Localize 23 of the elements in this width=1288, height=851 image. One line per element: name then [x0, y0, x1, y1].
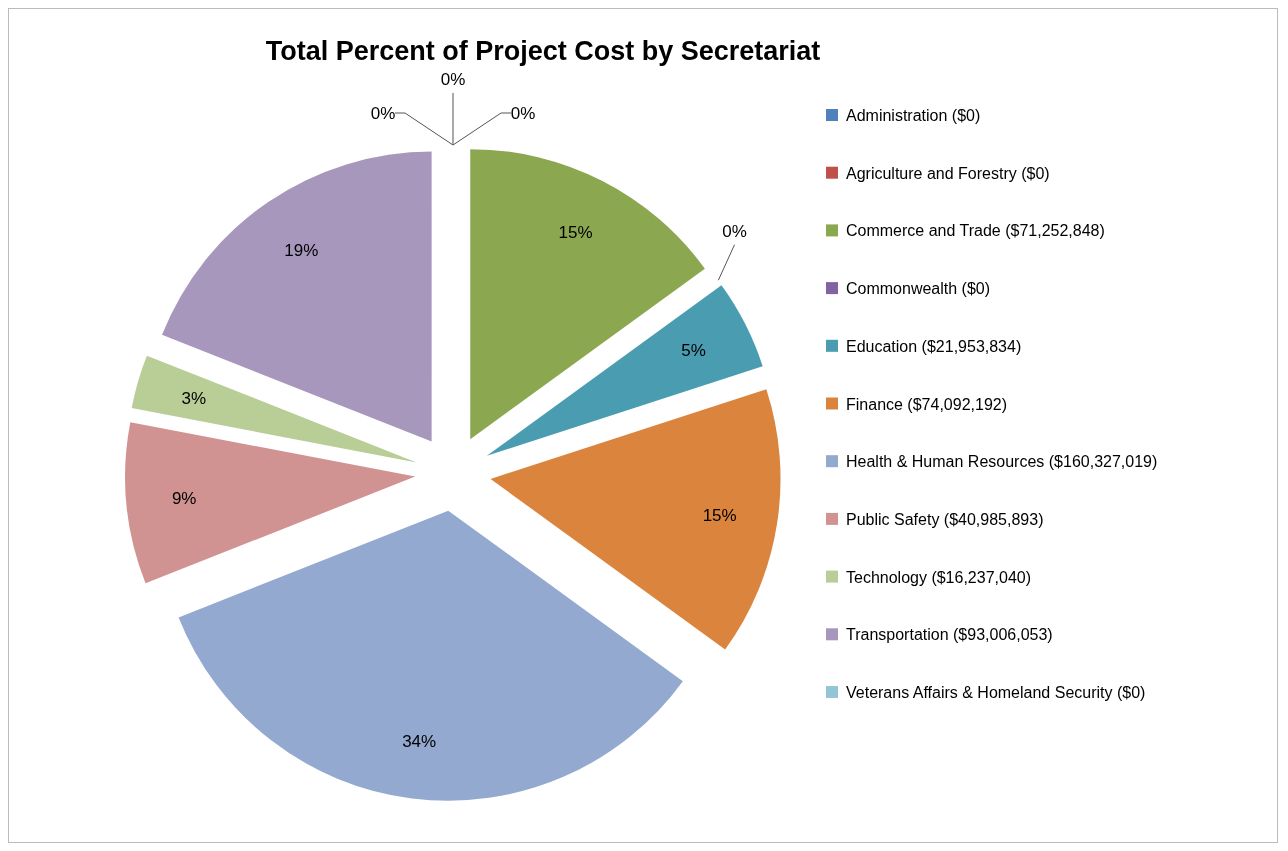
data-label: 3% — [181, 388, 207, 408]
legend-label: Education ($21,953,834) — [846, 337, 1022, 355]
data-label: 34% — [402, 731, 437, 751]
text: 0% — [510, 104, 536, 123]
data-label: 19% — [284, 240, 319, 260]
data-label: 15% — [702, 506, 737, 526]
data-label: 9% — [171, 489, 197, 509]
legend-label: Finance ($74,092,192) — [846, 395, 1007, 413]
data-label: 15% — [558, 223, 593, 243]
legend-label: Transportation ($93,006,053) — [846, 626, 1053, 644]
legend-label: Public Safety ($40,985,893) — [846, 510, 1044, 528]
text: 0% — [370, 104, 396, 123]
legend-label: Veterans Affairs & Homeland Security ($0) — [846, 684, 1146, 701]
legend-label: Agriculture and Forestry ($0) — [846, 164, 1050, 182]
chart-title: Total Percent of Project Cost by Secretariat — [265, 36, 821, 66]
text: 0% — [440, 70, 466, 89]
data-label: 5% — [681, 341, 706, 361]
legend-label: Commerce and Trade ($71,252,848) — [846, 222, 1105, 240]
legend-label: Administration ($0) — [846, 107, 981, 124]
text: 0% — [722, 221, 747, 241]
legend-label: Health & Human Resources ($160,327,019) — [846, 453, 1158, 471]
legend-label: Commonwealth ($0) — [846, 280, 991, 298]
legend-label: Technology ($16,237,040) — [846, 568, 1032, 586]
